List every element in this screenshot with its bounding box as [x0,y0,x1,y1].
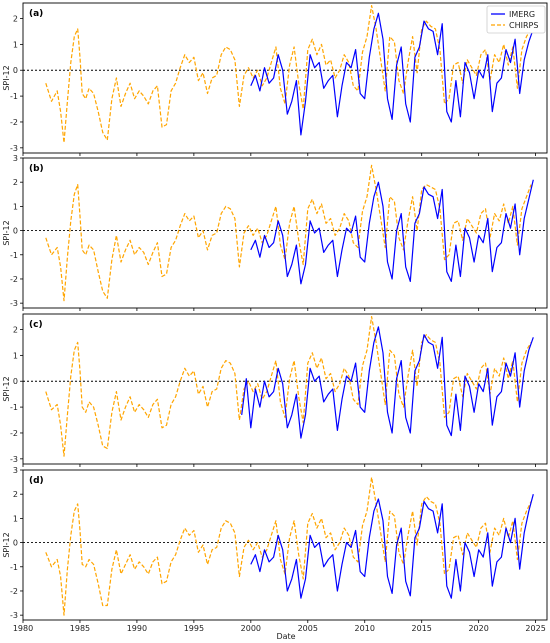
axes-frame [22,313,548,465]
series-line-imerg [250,12,534,136]
y-tick-label: 1 [13,40,18,49]
series-line-chirps [45,4,532,144]
series-line-imerg [241,326,534,439]
x-tick-label: 1985 [70,624,90,633]
y-tick-label: 2 [13,326,18,335]
y-tick-label: 2 [13,178,18,187]
panel-label: (a) [29,9,43,19]
legend-label-imerg: IMERG [509,10,535,19]
legend-label-chirps: CHIRPS [509,21,538,30]
x-tick-label: 2010 [355,624,375,633]
y-tick-label: 3 [13,466,18,475]
series-line-chirps [45,164,532,302]
y-axis-label: SPI-12 [2,65,11,90]
chart-panel-d: -3 -2 -1 0 1 2 3 1980 1985 1990 1995 2000 2005 2010 20… [2,466,548,633]
y-tick-label: -3 [10,611,18,620]
x-tick-label: 2000 [241,624,261,633]
x-tick-label: 2020 [468,624,488,633]
y-tick-label: -1 [10,403,18,412]
y-tick-label: -1 [10,563,18,572]
axes-frame [22,2,548,154]
y-tick-label: -1 [10,92,18,101]
y-axis-label: SPI-12 [2,220,11,245]
legend: IMERG CHIRPS [486,5,546,34]
series-line-imerg [250,494,534,599]
y-tick-label: 1 [13,351,18,360]
y-tick-label: 1 [13,514,18,523]
x-tick-label: 2005 [298,624,318,633]
x-tick-label: 1990 [127,624,147,633]
y-tick-label: 0 [13,66,18,75]
legend-box [486,5,546,34]
y-axis-label: SPI-12 [2,376,11,401]
y-tick-label: -3 [10,144,18,153]
panel-label: (c) [29,320,43,330]
x-tick-label: 2015 [412,624,432,633]
y-tick-label: -3 [10,455,18,464]
x-tick-label: 2025 [525,624,545,633]
y-tick-label: -1 [10,251,18,260]
y-tick-label: 0 [13,227,18,236]
panel-label: (b) [29,164,44,174]
y-tick-label: -2 [10,118,18,127]
y-tick-label: -2 [10,275,18,284]
y-tick-label: -2 [10,587,18,596]
y-tick-label: 0 [13,539,18,548]
series-line-imerg [250,179,534,285]
axes-frame [22,469,548,621]
panels: -3 -2 -1 0 1 2 (a) SPI-12 IMERG CHIRPS -3 -2 -1 0 1 2 3 (… [2,2,548,633]
axes-frame [22,157,548,309]
chart-panel-c: -3 -2 -1 0 1 2 (c) SPI-12 [2,313,548,467]
x-tick-label: 1980 [13,624,33,633]
x-tick-label: 1995 [184,624,204,633]
panel-label: (d) [29,476,44,486]
chart-panel-b: -3 -2 -1 0 1 2 3 (b) SPI-12 [2,154,548,311]
y-tick-label: 3 [13,154,18,163]
series-line-chirps [45,316,532,457]
y-tick-label: 2 [13,15,18,24]
chart-panel-a: -3 -2 -1 0 1 2 (a) SPI-12 IMERG CHIRPS [2,2,548,156]
y-tick-label: 1 [13,202,18,211]
y-tick-label: -2 [10,429,18,438]
y-tick-label: -3 [10,299,18,308]
series-line-chirps [45,476,532,616]
y-axis-label: SPI-12 [2,532,11,557]
y-tick-label: 2 [13,490,18,499]
y-tick-label: 0 [13,377,18,386]
x-axis-label: Date [276,632,295,641]
